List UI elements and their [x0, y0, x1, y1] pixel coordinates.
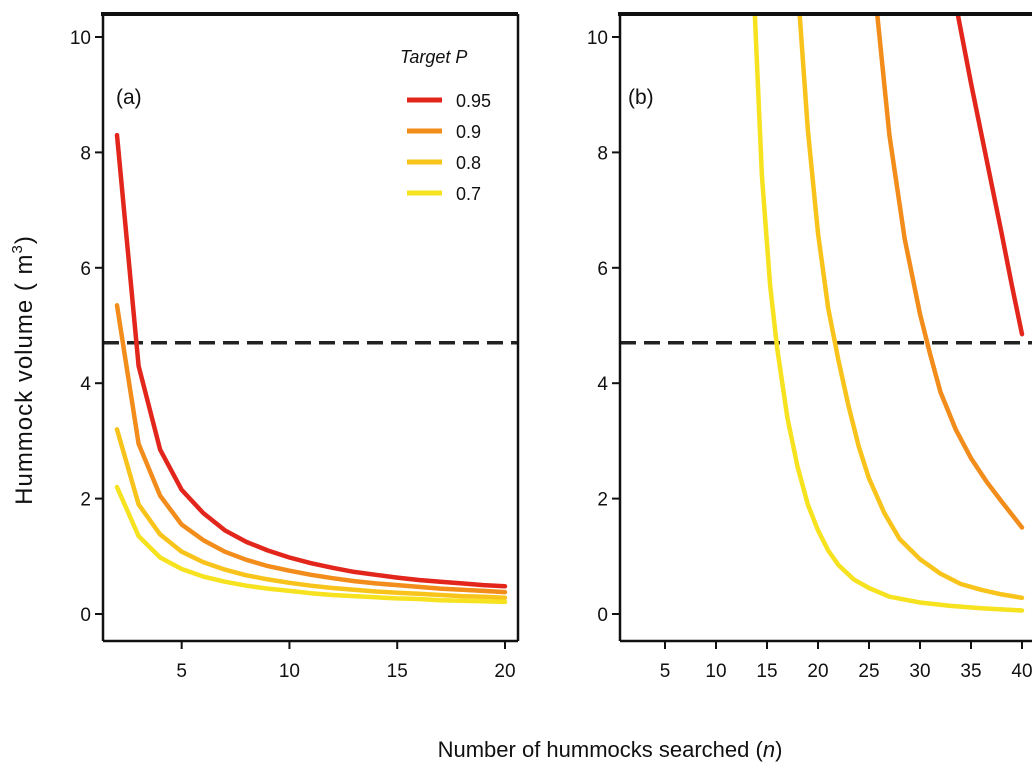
panel-b-x-tick-label: 20: [807, 661, 828, 682]
legend-label: 0.95: [456, 91, 491, 111]
panel-b-series-line-09: [874, 14, 1025, 530]
legend-label: 0.8: [456, 153, 481, 173]
panel-a-x-axis: 5 10 15 20: [176, 641, 516, 682]
panel-a-y-tick-label: 10: [70, 28, 91, 49]
panel-a-y-tick-label: 6: [80, 259, 91, 280]
panel-a-x-tick-label: 10: [279, 661, 300, 682]
panel-a-series-line-07: [114, 484, 508, 605]
x-axis-label-var: n: [763, 737, 775, 762]
panel-b-y-tick-label: 6: [597, 259, 608, 280]
panel-a-series-line-08: [114, 427, 508, 601]
legend-label: 0.9: [456, 122, 481, 142]
panel-b-label: (b): [628, 86, 654, 109]
panel-b-y-tick-label: 4: [597, 374, 608, 395]
panel-b-y-axis: 0 2 4 6 8 10: [587, 28, 620, 626]
panel-a-x-tick-label: 20: [494, 661, 515, 682]
y-axis-label-main: Hummock volume ( m: [11, 253, 38, 504]
x-axis-label-main: Number of hummocks searched (: [438, 737, 764, 762]
panel-a-y-tick-label: 0: [80, 605, 91, 626]
panel-b-series-line-07: [752, 14, 1025, 613]
panel-a-frame: [101, 12, 520, 643]
panel-b-y-tick-label: 2: [597, 490, 608, 511]
panel-a-y-tick-label: 8: [80, 143, 91, 164]
panel-b-y-tick-label: 0: [597, 605, 608, 626]
panel-b-series-line-095: [955, 14, 1025, 337]
panel-b-x-tick-label: 30: [909, 661, 930, 682]
panel-a-series-line-095: [114, 132, 508, 589]
panel-a-x-tick-label: 15: [387, 661, 408, 682]
panel-b-series: [752, 14, 1025, 613]
panel-a: 0 2 4 6 8 10 5 10 15 20 (a): [70, 12, 520, 682]
panel-b-x-axis: 5 10 15 20 25 30 35 40: [660, 641, 1032, 682]
panel-b-x-tick-label: 25: [858, 661, 879, 682]
panel-b-x-tick-label: 5: [660, 661, 671, 682]
panel-b-x-tick-label: 35: [960, 661, 981, 682]
x-axis-label: Number of hummocks searched (n): [438, 737, 783, 762]
panel-b-x-tick-label: 40: [1011, 661, 1032, 682]
panel-a-series: [114, 132, 508, 605]
y-axis-label-sup: 3: [9, 244, 26, 253]
legend: Target P 0.95 0.9 0.8 0.7: [400, 47, 491, 204]
panel-b-y-tick-label: 10: [587, 28, 608, 49]
panel-b-frame: [618, 12, 1032, 643]
panel-a-label: (a): [116, 86, 142, 109]
panel-a-y-axis: 0 2 4 6 8 10: [70, 28, 103, 626]
x-axis-label-close: ): [775, 737, 782, 762]
y-axis-label: Hummock volume ( m3): [9, 235, 38, 505]
legend-title-var: P: [455, 47, 467, 67]
panel-a-x-tick-label: 5: [176, 661, 187, 682]
legend-title-main: Target: [400, 47, 455, 67]
y-axis-label-close: ): [11, 235, 38, 244]
panel-b-x-tick-label: 15: [756, 661, 777, 682]
panel-b-x-tick-label: 10: [705, 661, 726, 682]
panel-b: 0 2 4 6 8 10 5 10 15 20 25 30 35 40 (b): [587, 12, 1032, 682]
panel-a-series-line-09: [114, 303, 508, 595]
panel-a-y-tick-label: 4: [80, 374, 91, 395]
panel-a-y-tick-label: 2: [80, 490, 91, 511]
legend-title: Target P: [400, 47, 467, 67]
panel-b-y-tick-label: 8: [597, 143, 608, 164]
panel-b-series-line-08: [797, 14, 1025, 601]
legend-label: 0.7: [456, 184, 481, 204]
